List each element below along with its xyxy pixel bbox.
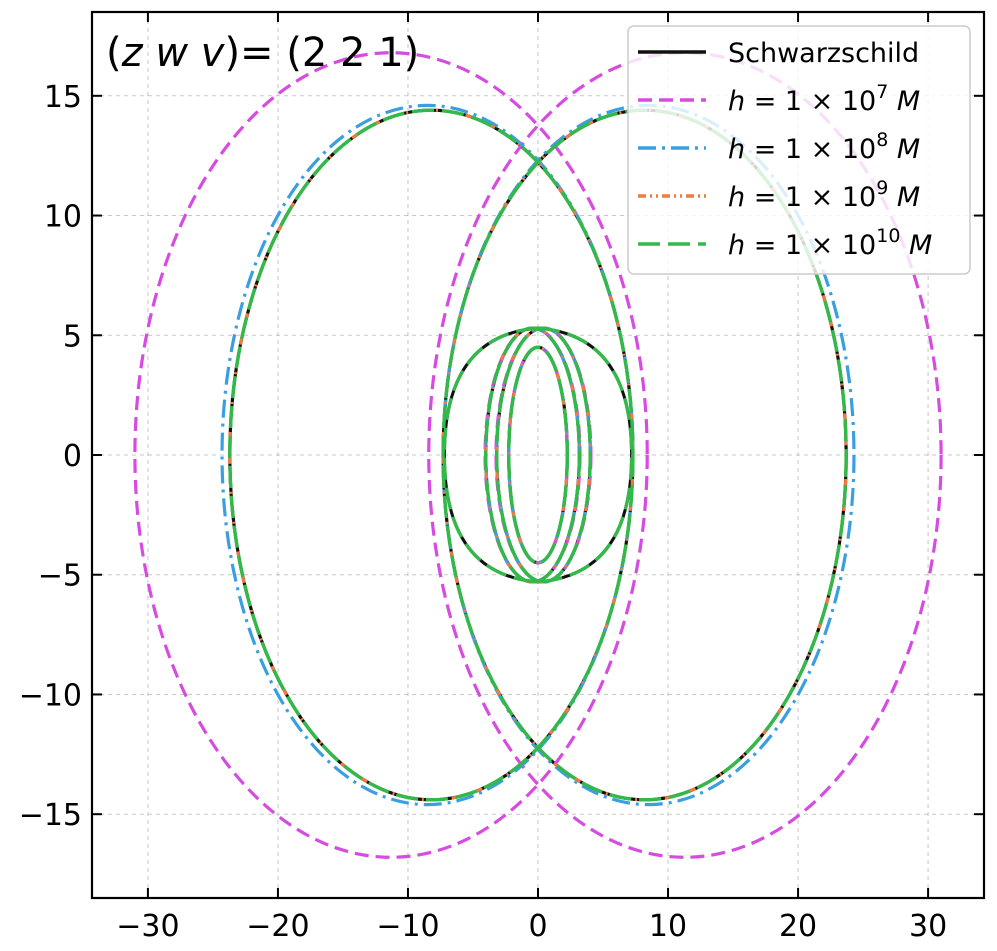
orbit-inner-lens [537, 326, 634, 584]
title-var-w: w [155, 30, 188, 76]
legend-label-unit: M [888, 86, 920, 117]
y-tick-label: 15 [44, 80, 82, 115]
legend-label-h: h [728, 134, 745, 165]
orbit-outer-loop [427, 51, 943, 859]
x-tick-label: 0 [528, 909, 547, 944]
orbit-inner-lens [442, 326, 539, 584]
title-open-paren: ( [106, 30, 122, 76]
plot-area [133, 51, 943, 859]
orbit-outer-loop [133, 51, 649, 859]
x-tick-label: 30 [909, 909, 947, 944]
chart-title: (z w v)= (2 2 1) [106, 30, 419, 76]
series-layer [133, 51, 943, 859]
legend-label-base: = 1 × 10 [745, 182, 876, 213]
legend-label-h: h [728, 86, 745, 117]
x-tick-label: −10 [376, 909, 439, 944]
legend-label-unit: M [900, 230, 932, 261]
y-tick-label: −15 [19, 798, 82, 833]
title-var-v: v [201, 30, 226, 76]
legend-label: h = 1 × 107 M [728, 81, 920, 117]
legend-label-exponent: 10 [876, 225, 900, 247]
y-tick-label: 5 [63, 319, 82, 354]
title-var-z: z [121, 30, 144, 76]
legend-label-unit: M [888, 134, 920, 165]
legend-label-base: = 1 × 10 [745, 134, 876, 165]
legend-label: Schwarzschild [728, 38, 919, 69]
orbit-inner-loop [507, 345, 569, 565]
legend-label-h: h [728, 230, 745, 261]
legend-label-base: = 1 × 10 [745, 86, 876, 117]
legend-label: h = 1 × 1010 M [728, 225, 932, 261]
x-tick-label: 10 [649, 909, 687, 944]
title-space-1 [143, 30, 156, 76]
tick-layer: −30 −20 −10 0 10 20 30 −15 −10 −5 0 5 10 15 [19, 12, 984, 944]
x-tick-label: −30 [116, 909, 179, 944]
y-tick-label: 0 [63, 439, 82, 474]
title-space-2 [188, 30, 201, 76]
title-close-paren: ) [224, 30, 240, 76]
title-rhs: = (2 2 1) [240, 30, 419, 76]
legend-frame [627, 25, 971, 275]
orbit-outer-loop [228, 108, 635, 802]
y-tick-label: 10 [44, 200, 82, 235]
legend-label-h: h [728, 182, 745, 213]
x-tick-label: 20 [779, 909, 817, 944]
legend-label-exponent: 7 [876, 81, 888, 103]
legend-label-exponent: 9 [876, 177, 888, 199]
legend-label: h = 1 × 109 M [728, 177, 920, 213]
legend-label-exponent: 8 [876, 129, 888, 151]
y-tick-label: −5 [38, 559, 82, 594]
y-tick-label: −10 [19, 678, 82, 713]
legend-label-base: = 1 × 10 [745, 230, 876, 261]
legend-label: h = 1 × 108 M [728, 129, 920, 165]
x-tick-label: −20 [246, 909, 309, 944]
legend-label-unit: M [888, 182, 920, 213]
